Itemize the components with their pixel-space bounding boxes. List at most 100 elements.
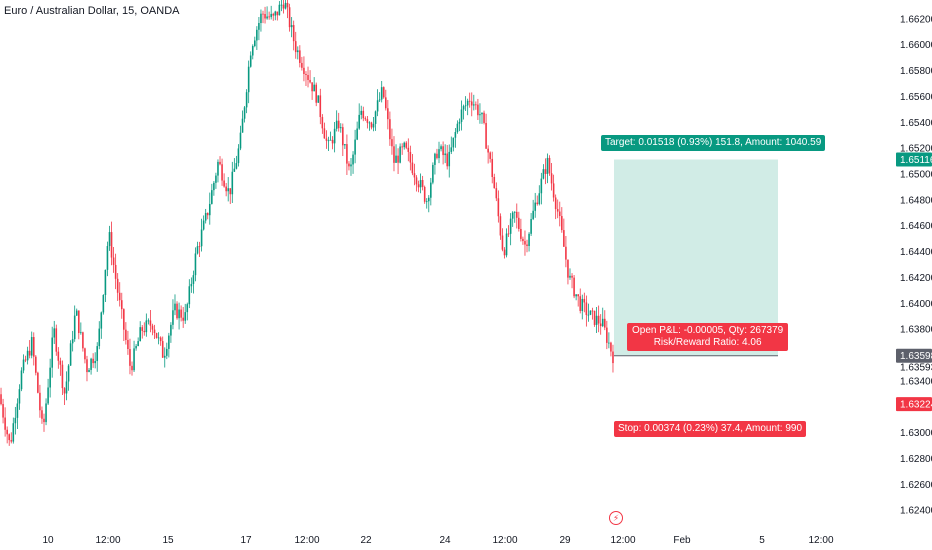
candle-body (254, 40, 256, 47)
pnl-line-1: Open P&L: -0.00005, Qty: 267379 (632, 325, 784, 336)
candle-body (577, 294, 579, 297)
candle (370, 121, 373, 130)
candle (35, 355, 37, 376)
candle (466, 98, 469, 116)
candle-body (513, 211, 516, 213)
y-tick-label: 1.64200 (900, 273, 932, 284)
candle (211, 183, 213, 205)
candle-body (601, 318, 604, 327)
candle (319, 88, 322, 125)
candle (166, 342, 168, 360)
candle-body (452, 137, 455, 148)
candle (415, 175, 418, 192)
candle (571, 273, 573, 289)
candle-body (368, 122, 371, 124)
price-tag-label: 1.63224 (900, 400, 932, 411)
candle (581, 294, 584, 320)
candle-body (116, 278, 119, 293)
candle (65, 371, 68, 401)
candle-body (599, 323, 602, 327)
candle-body (147, 320, 150, 322)
candle (94, 352, 96, 369)
candle (532, 199, 534, 221)
candle (587, 303, 590, 322)
candle (208, 192, 211, 225)
candle (221, 158, 223, 186)
candle-body (358, 114, 360, 129)
candle (456, 120, 459, 134)
y-tick-label: 1.63400 (900, 376, 932, 387)
candle (603, 310, 606, 331)
candle (192, 270, 195, 294)
candle-body (387, 108, 389, 120)
candle (548, 155, 551, 176)
candle-body (184, 312, 187, 321)
candle (524, 230, 526, 256)
candle (163, 347, 166, 368)
candle (473, 94, 475, 111)
candle (47, 378, 49, 406)
candle-body (133, 348, 135, 371)
candle-body (188, 286, 191, 305)
candle (276, 11, 279, 21)
candle-body (49, 367, 51, 388)
candle (344, 144, 346, 149)
target-label[interactable]: Target: 0.01518 (0.93%) 151.8, Amount: 1… (601, 135, 826, 151)
candle-body (350, 164, 352, 167)
candle (196, 241, 199, 255)
candle (427, 195, 430, 213)
stop-label[interactable]: Stop: 0.00374 (0.23%) 37.4, Amount: 990 (614, 421, 807, 437)
candle (589, 310, 592, 316)
pnl-label[interactable]: Open P&L: -0.00005, Qty: 267379 Risk/Rew… (627, 323, 789, 351)
candle (198, 241, 201, 257)
candle-body (299, 50, 301, 63)
symbol-title[interactable]: Euro / Australian Dollar, 15, OANDA (4, 5, 180, 17)
candle (503, 247, 506, 259)
candle-body (530, 219, 532, 234)
candle (360, 105, 363, 120)
lightning-icon[interactable]: ⚡ (609, 511, 623, 525)
candle-body (309, 79, 311, 83)
y-tick-label: 1.65000 (900, 170, 932, 181)
candle (254, 36, 256, 48)
candle (470, 92, 473, 117)
candle (223, 173, 225, 188)
candle-body (45, 403, 47, 423)
candle-body (86, 359, 88, 373)
candle-body (589, 310, 592, 315)
candle-body (149, 320, 152, 326)
candle-body (233, 168, 236, 172)
candle (137, 337, 139, 347)
y-tick-label: 1.65800 (900, 66, 932, 77)
candle-body (407, 147, 410, 152)
candle (554, 194, 557, 220)
candle (599, 314, 602, 335)
candle-body (194, 253, 197, 276)
candle (112, 246, 115, 273)
candle-body (166, 348, 168, 356)
candle-body (12, 423, 15, 442)
candle (468, 92, 471, 108)
candle-body (145, 320, 148, 333)
candle-body (290, 25, 293, 28)
candle (542, 164, 545, 180)
candle (356, 121, 358, 141)
candle-body (219, 161, 221, 165)
candle (77, 310, 80, 340)
candle-body (198, 246, 201, 248)
candle-body (284, 2, 287, 9)
candle-body (311, 82, 313, 92)
price-tag-label: 1.63593 (900, 362, 932, 373)
candle-body (346, 144, 348, 164)
candle (346, 134, 348, 176)
candle-body (565, 246, 567, 260)
candle (368, 121, 371, 131)
candle-body (104, 269, 107, 295)
candle-body (280, 4, 283, 6)
candle-body (260, 13, 262, 24)
candle (419, 173, 422, 194)
x-tick-label: 12:00 (492, 535, 517, 546)
candle (583, 292, 586, 313)
candle (520, 218, 522, 242)
